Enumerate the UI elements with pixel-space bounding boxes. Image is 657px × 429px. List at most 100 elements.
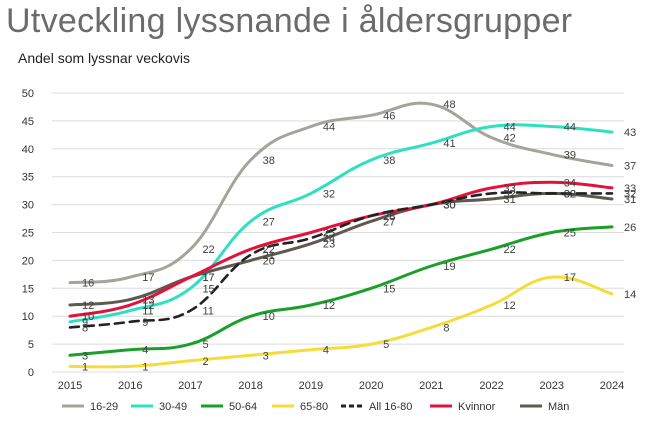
data-label: 46 [383, 110, 395, 122]
data-label: 33 [624, 183, 636, 195]
data-label: 3 [263, 350, 269, 362]
x-tick-label: 2017 [178, 380, 202, 392]
data-label: 20 [263, 255, 275, 267]
legend-label: Män [548, 401, 569, 413]
data-label: 32 [624, 188, 636, 200]
data-label: 5 [383, 339, 389, 351]
series-line-16-29 [68, 101, 614, 285]
data-label: 31 [504, 194, 516, 206]
data-label: 10 [263, 311, 275, 323]
data-label: 2 [202, 356, 208, 368]
y-tick-label: 40 [22, 144, 34, 156]
data-label: 17 [202, 272, 214, 284]
data-label: 48 [443, 99, 455, 111]
data-label: 13 [142, 294, 154, 306]
series-line-50-64 [68, 225, 614, 357]
data-label: 1 [142, 361, 148, 373]
data-label: 17 [142, 272, 154, 284]
data-label: 17 [202, 272, 214, 284]
data-label: 12 [323, 300, 335, 312]
chart-title: Utveckling lyssnande i åldersgrupper [6, 2, 573, 40]
data-label: 1 [82, 361, 88, 373]
y-tick-label: 45 [22, 116, 34, 128]
legend-label: 65-80 [300, 401, 328, 413]
data-label: 22 [202, 244, 214, 256]
data-label: 38 [383, 155, 395, 167]
data-label: 9 [82, 317, 88, 329]
data-label: 14 [624, 289, 636, 301]
data-label: 16 [82, 278, 94, 290]
x-tick-label: 2016 [118, 380, 142, 392]
legend-label: Kvinnor [458, 401, 496, 413]
data-label: 8 [82, 322, 88, 334]
series-line-all-16-80 [68, 191, 614, 329]
y-tick-label: 15 [22, 283, 34, 295]
legend-label: 50-64 [229, 401, 257, 413]
data-label: 12 [82, 300, 94, 312]
data-label: 34 [564, 177, 576, 189]
data-label: 21 [263, 250, 275, 262]
data-label: 43 [624, 127, 636, 139]
data-label: 17 [564, 272, 576, 284]
data-label: 27 [263, 216, 275, 228]
data-label: 42 [504, 133, 516, 145]
data-label: 12 [504, 300, 516, 312]
data-label: 38 [263, 155, 275, 167]
data-label: 44 [564, 121, 576, 133]
data-label: 41 [443, 138, 455, 150]
data-label: 30 [443, 200, 455, 212]
data-label: 31 [624, 194, 636, 206]
x-tick-label: 2022 [479, 380, 503, 392]
data-label: 32 [504, 188, 516, 200]
data-label: 44 [504, 121, 516, 133]
y-tick-label: 50 [22, 88, 34, 100]
y-tick-label: 0 [28, 367, 34, 379]
y-tick-label: 20 [22, 255, 34, 267]
series-line-30-49 [68, 123, 614, 324]
data-label: 9 [142, 317, 148, 329]
data-label: 28 [383, 211, 395, 223]
series-line-män [68, 191, 614, 307]
data-label: 4 [323, 345, 329, 357]
data-label: 25 [323, 228, 335, 240]
data-label: 3 [82, 350, 88, 362]
legend-label: All 16-80 [369, 401, 412, 413]
data-label: 32 [323, 188, 335, 200]
y-tick-label: 10 [22, 311, 34, 323]
series-line-65-80 [68, 275, 614, 369]
data-label: 30 [443, 200, 455, 212]
data-label: 11 [202, 306, 213, 318]
x-tick-label: 2015 [58, 380, 82, 392]
data-label: 19 [443, 261, 455, 273]
data-label: 15 [202, 283, 214, 295]
data-label: 22 [504, 244, 516, 256]
x-tick-label: 2019 [299, 380, 323, 392]
data-label: 22 [263, 244, 275, 256]
data-label: 33 [504, 183, 516, 195]
data-label: 28 [383, 211, 395, 223]
data-label: 26 [624, 222, 636, 234]
x-tick-label: 2023 [540, 380, 564, 392]
data-label: 12 [142, 300, 154, 312]
data-label: 27 [383, 216, 395, 228]
data-label: 8 [443, 322, 449, 334]
data-label: 25 [564, 228, 576, 240]
data-label: 10 [82, 311, 94, 323]
data-label: 24 [323, 233, 335, 245]
y-tick-label: 5 [28, 339, 34, 351]
data-label: 11 [142, 306, 153, 318]
series-lines [68, 101, 614, 369]
data-label: 4 [142, 345, 148, 357]
x-tick-label: 2018 [238, 380, 262, 392]
legend: 16-29 30-49 50-64 65-80 All 16-80 Kvinnor Män [62, 401, 569, 413]
series-line-kvinnor [68, 180, 614, 318]
y-tick-label: 30 [22, 200, 34, 212]
data-label: 32 [564, 188, 576, 200]
data-label: 44 [323, 121, 335, 133]
data-label: 15 [383, 283, 395, 295]
data-label: 30 [443, 200, 455, 212]
